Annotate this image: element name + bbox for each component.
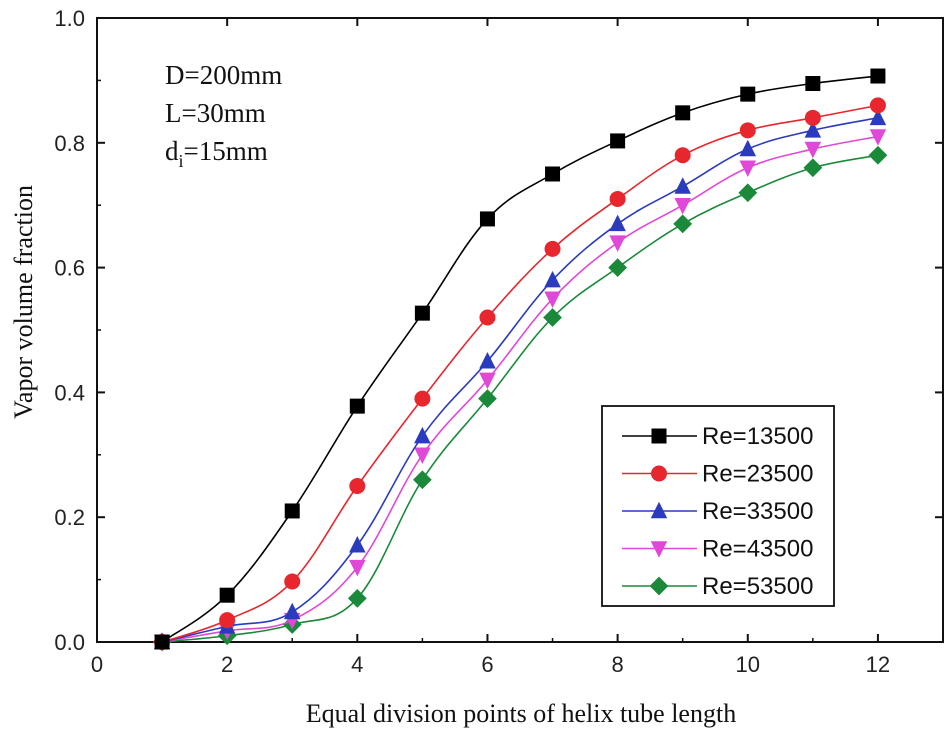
legend-item-re-43500: Re=43500 xyxy=(622,536,813,563)
y-tick-label: 0.8 xyxy=(54,131,85,156)
y-tick-label: 0.6 xyxy=(54,256,85,281)
x-axis-label: Equal division points of helix tube leng… xyxy=(306,699,736,728)
data-point-re-53500 xyxy=(413,470,432,490)
data-point-re-33500 xyxy=(804,121,822,138)
x-tick-label: 12 xyxy=(866,652,890,677)
data-point-re-23500 xyxy=(349,478,366,494)
data-point-re-33500 xyxy=(479,351,496,369)
legend-marker xyxy=(649,576,669,596)
data-point-re-13500 xyxy=(545,166,561,182)
data-point-re-43500 xyxy=(349,559,366,577)
data-point-re-33500 xyxy=(869,108,887,126)
data-point-re-33500 xyxy=(414,426,431,444)
legend-label: Re=23500 xyxy=(702,461,813,488)
x-tick-label: 4 xyxy=(351,652,363,677)
annotation-inner-diameter-prefix: d xyxy=(165,136,179,166)
x-tick-label: 10 xyxy=(736,652,760,677)
data-point-re-23500 xyxy=(414,390,431,407)
data-point-re-53500 xyxy=(347,588,367,608)
data-point-re-43500 xyxy=(674,197,691,215)
data-point-re-23500 xyxy=(219,612,236,629)
data-point-re-23500 xyxy=(544,240,561,257)
data-point-re-33500 xyxy=(739,139,757,157)
annotation-inner-diameter-subscript: i xyxy=(179,151,184,171)
legend-item-re-13500: Re=13500 xyxy=(622,423,813,450)
data-point-re-23500 xyxy=(869,97,886,114)
data-point-re-53500 xyxy=(673,214,693,234)
legend-marker xyxy=(650,541,668,558)
data-point-re-13500 xyxy=(870,68,886,84)
legend-marker xyxy=(651,465,667,482)
data-point-re-53500 xyxy=(478,389,497,409)
data-point-re-43500 xyxy=(869,129,887,146)
data-point-re-43500 xyxy=(609,235,626,252)
y-tick-label: 0.0 xyxy=(54,630,85,655)
data-point-re-43500 xyxy=(479,372,496,390)
data-point-re-33500 xyxy=(609,214,626,232)
legend-marker xyxy=(651,428,667,444)
y-tick-label: 1.0 xyxy=(54,6,85,31)
legend-item-re-33500: Re=33500 xyxy=(622,498,813,525)
data-point-re-23500 xyxy=(739,122,756,139)
data-point-re-13500 xyxy=(219,587,235,603)
data-point-re-53500 xyxy=(608,258,627,277)
data-point-re-13500 xyxy=(154,634,170,650)
data-point-re-13500 xyxy=(479,211,495,227)
data-point-re-23500 xyxy=(479,309,496,326)
data-point-re-53500 xyxy=(543,308,562,327)
x-tick-label: 2 xyxy=(221,652,233,677)
data-point-re-13500 xyxy=(675,105,691,121)
data-point-re-23500 xyxy=(804,109,821,126)
x-tick-label: 0 xyxy=(91,652,103,677)
data-point-re-23500 xyxy=(674,147,691,164)
annotation-length: L=30mm xyxy=(165,98,266,128)
data-point-re-33500 xyxy=(674,177,691,194)
data-point-re-53500 xyxy=(803,158,823,178)
series-re-13500 xyxy=(154,68,886,650)
y-tick-label: 0.4 xyxy=(54,380,85,405)
annotation-inner-diameter: di=15mm xyxy=(165,136,268,171)
legend-label: Re=13500 xyxy=(702,423,813,450)
annotation-inner-diameter-suffix: =15mm xyxy=(184,136,268,166)
data-point-re-43500 xyxy=(544,291,561,309)
data-point-re-23500 xyxy=(284,573,301,590)
data-point-re-13500 xyxy=(284,503,300,519)
data-point-re-53500 xyxy=(868,145,888,165)
legend-box xyxy=(601,405,835,607)
annotation-diameter: D=200mm xyxy=(165,60,282,90)
data-point-re-33500 xyxy=(544,270,561,288)
y-tick-label: 0.2 xyxy=(54,505,85,530)
data-point-re-33500 xyxy=(349,536,366,553)
legend-marker xyxy=(650,501,668,519)
data-point-re-33500 xyxy=(283,602,301,620)
y-axis-label: Vapor volume fraction xyxy=(9,185,38,419)
data-point-re-13500 xyxy=(740,86,756,102)
data-point-re-13500 xyxy=(414,305,430,321)
data-point-re-43500 xyxy=(739,160,757,178)
legend-label: Re=53500 xyxy=(702,573,813,600)
data-point-re-53500 xyxy=(738,183,758,203)
x-tick-label: 8 xyxy=(611,652,623,677)
legend-label: Re=43500 xyxy=(702,536,813,563)
data-point-re-23500 xyxy=(609,190,626,207)
legend-item-re-23500: Re=23500 xyxy=(622,461,813,488)
data-point-re-13500 xyxy=(610,133,626,149)
data-point-re-43500 xyxy=(414,447,431,465)
data-point-re-43500 xyxy=(804,141,822,159)
x-tick-label: 6 xyxy=(481,652,493,677)
data-point-re-13500 xyxy=(805,76,821,92)
data-point-re-13500 xyxy=(349,398,365,414)
legend-item-re-53500: Re=53500 xyxy=(622,573,813,600)
legend-label: Re=33500 xyxy=(702,498,813,525)
